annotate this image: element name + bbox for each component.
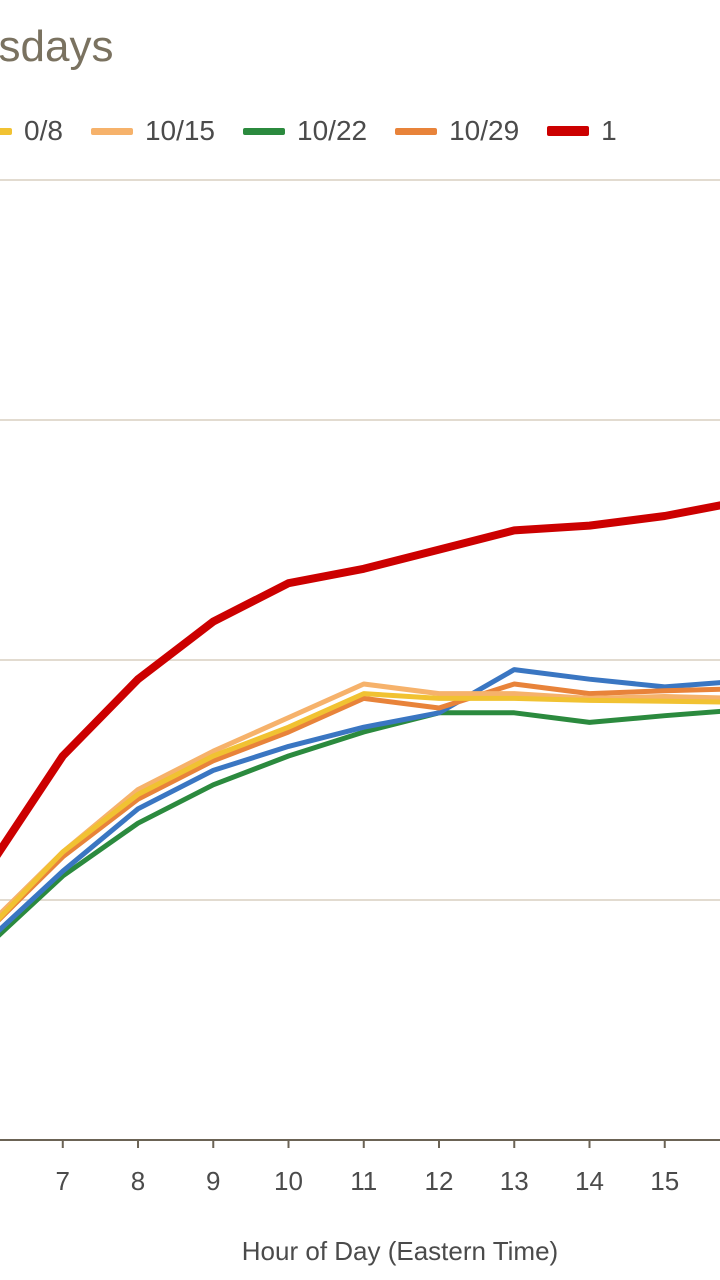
legend-label: 0/8 xyxy=(24,115,63,147)
chart-container: s On Tuesdays 0/8 10/15 10/22 10/29 1 7 8 9 10 1… xyxy=(0,0,720,1280)
legend-item: 10/29 xyxy=(395,115,519,147)
chart-title: s On Tuesdays xyxy=(0,22,113,72)
legend-swatch xyxy=(547,126,589,136)
x-tick-label: 8 xyxy=(131,1166,145,1197)
legend-swatch xyxy=(91,128,133,135)
legend-label: 10/22 xyxy=(297,115,367,147)
x-tick-label: 12 xyxy=(425,1166,454,1197)
legend: 0/8 10/15 10/22 10/29 1 xyxy=(0,115,617,147)
legend-label: 10/29 xyxy=(449,115,519,147)
legend-label: 1 xyxy=(601,115,617,147)
x-tick-label: 13 xyxy=(500,1166,529,1197)
x-axis-title: Hour of Day (Eastern Time) xyxy=(242,1236,558,1267)
x-tick-label: 9 xyxy=(206,1166,220,1197)
legend-item: 1 xyxy=(547,115,617,147)
legend-swatch xyxy=(243,128,285,135)
x-tick-label: 14 xyxy=(575,1166,604,1197)
legend-item: 10/15 xyxy=(91,115,215,147)
legend-label: 10/15 xyxy=(145,115,215,147)
legend-swatch xyxy=(395,128,437,135)
x-tick-label: 11 xyxy=(350,1166,377,1197)
x-tick-label: 10 xyxy=(274,1166,303,1197)
plot-area xyxy=(0,180,720,1140)
legend-item: 0/8 xyxy=(0,115,63,147)
legend-swatch xyxy=(0,128,12,135)
legend-item: 10/22 xyxy=(243,115,367,147)
plot-svg xyxy=(0,180,720,1140)
x-tick-label: 15 xyxy=(650,1166,679,1197)
x-tick-label: 7 xyxy=(56,1166,70,1197)
